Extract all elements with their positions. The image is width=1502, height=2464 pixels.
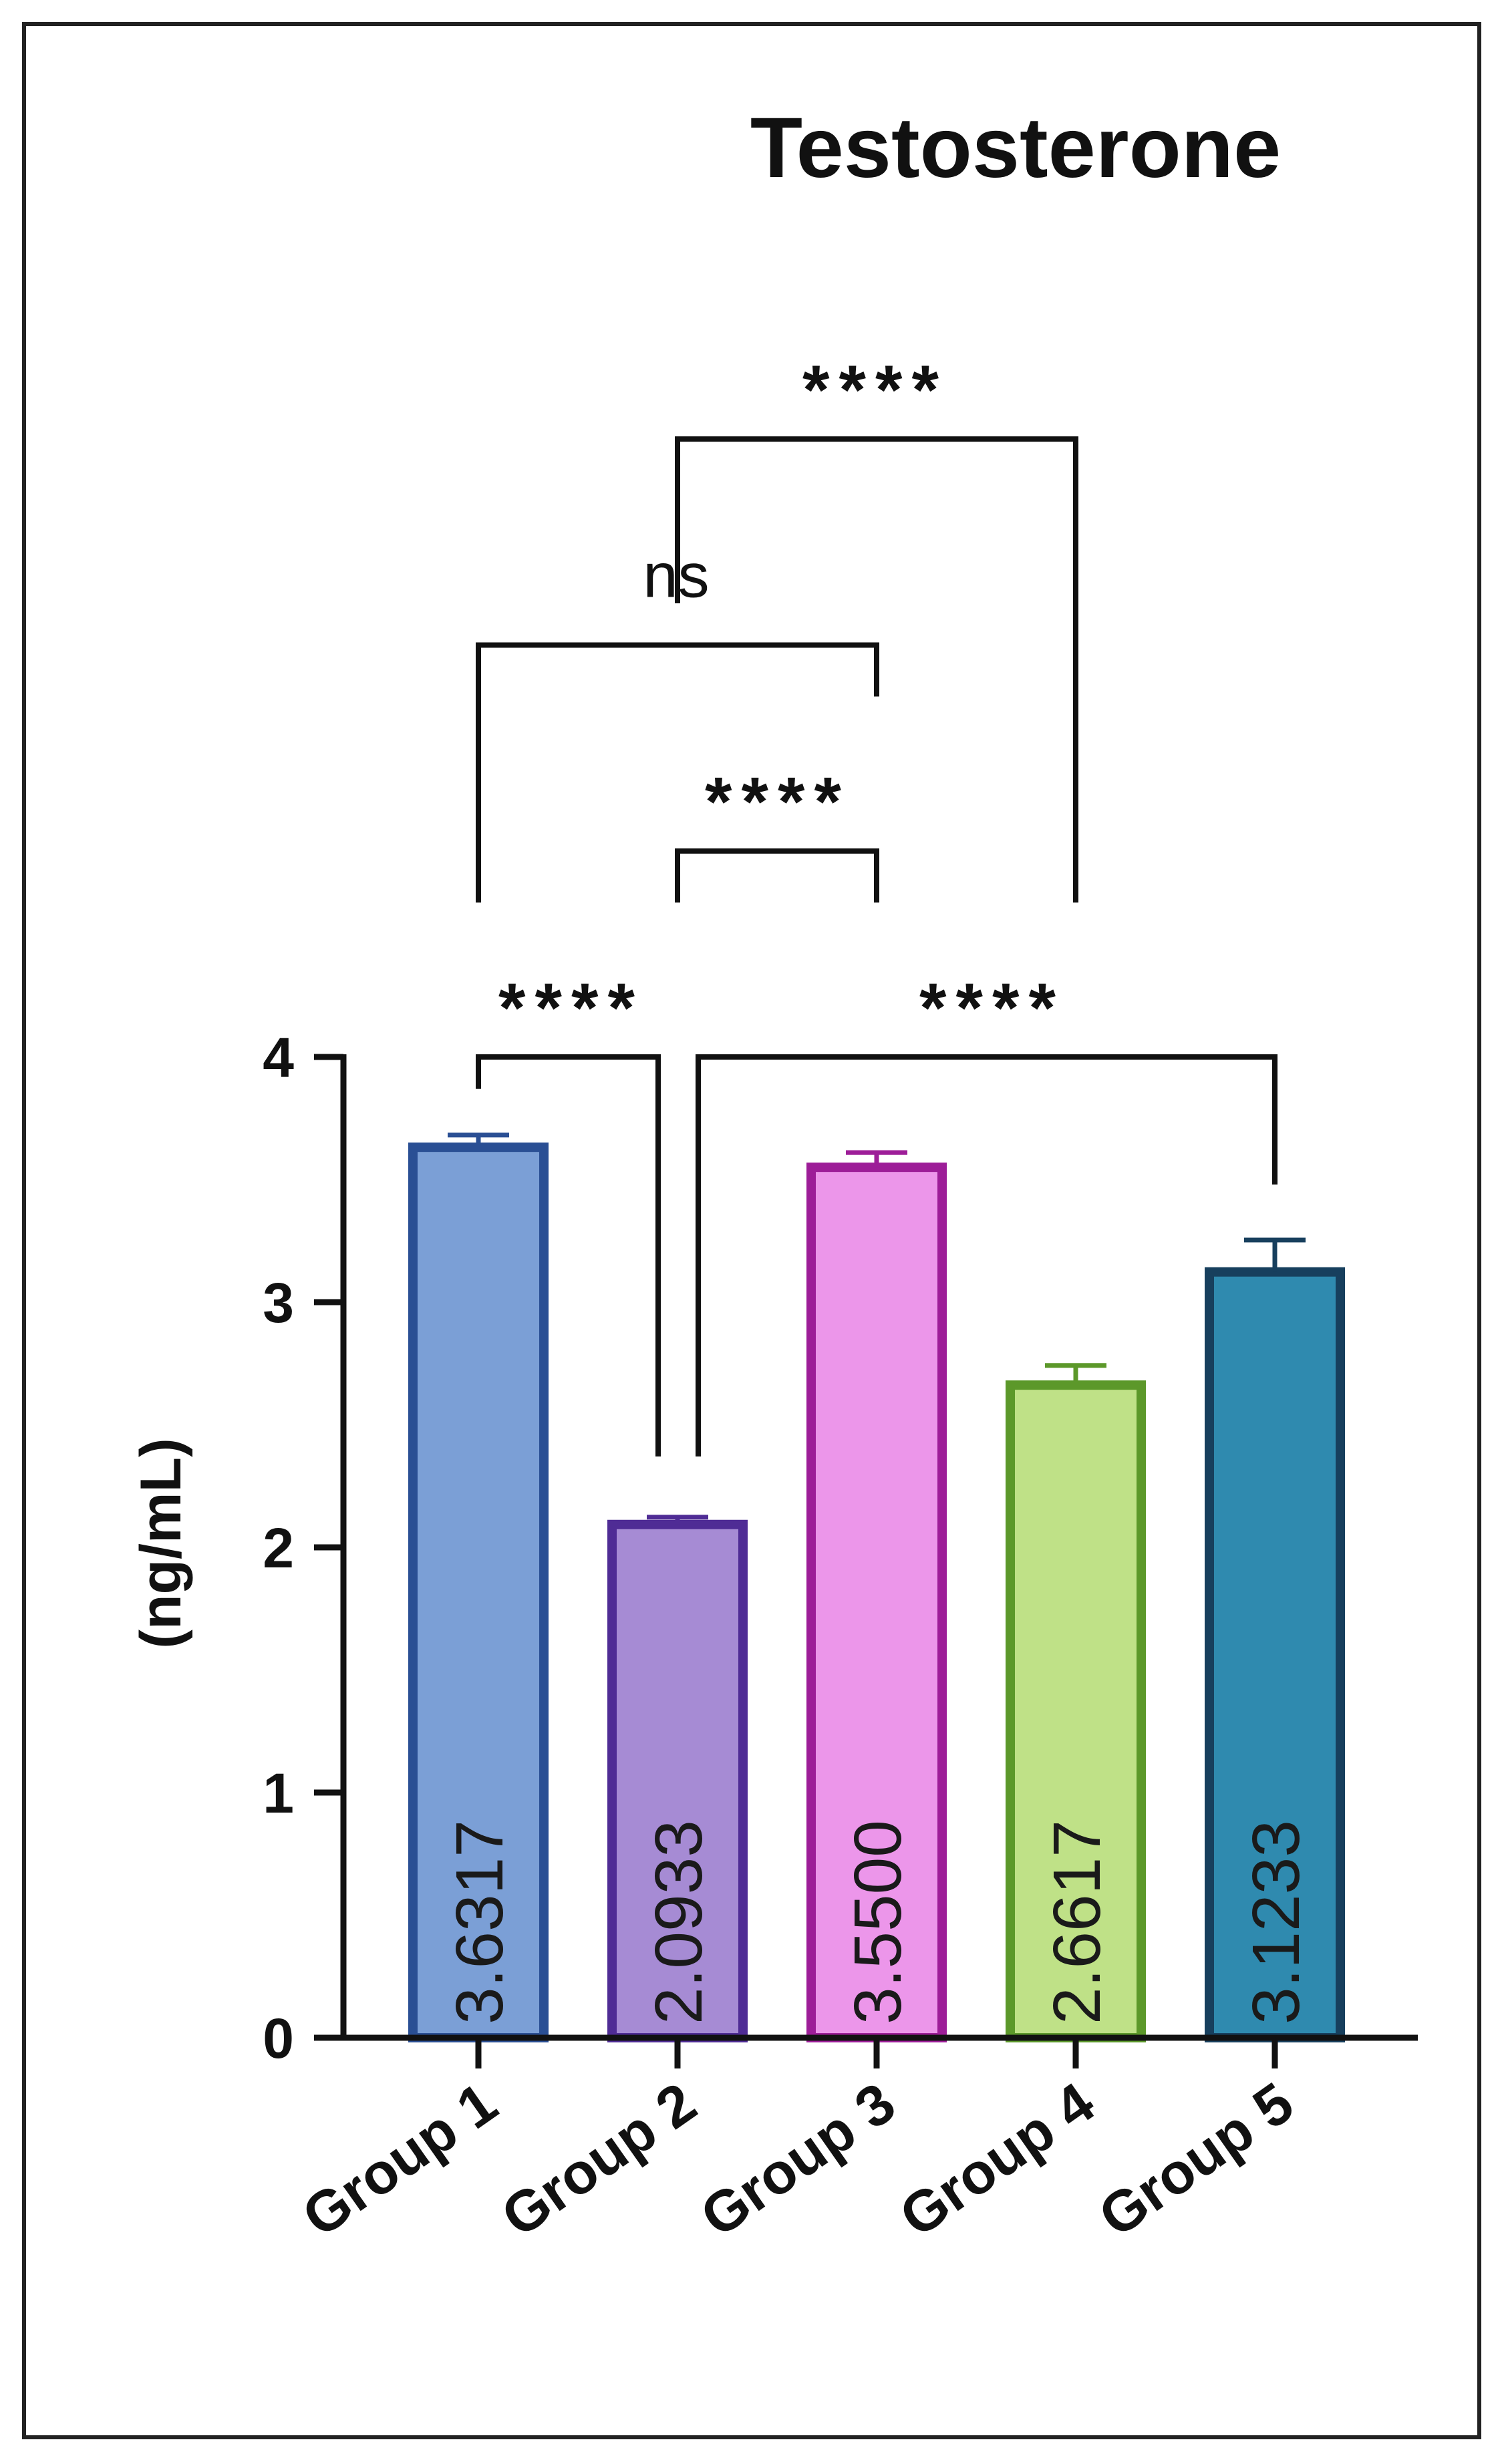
data-label-group-4: 2.6617 [1040,1820,1114,2024]
error-bar-group-1 [448,1132,509,1148]
bar-group-1 [408,1142,549,2042]
error-bar-group-4 [1045,1363,1106,1386]
data-label-group-2: 2.0933 [641,1820,716,2024]
axes: 0 1 2 3 4 [263,1026,1418,2070]
data-label-group-3: 3.5500 [841,1820,915,2024]
error-bar-group-5 [1244,1237,1306,1272]
significance-bracket-3: **** [675,764,879,903]
chart-title: Testosterone [750,100,1281,196]
significance-label-5: **** [802,351,948,429]
y-tick-label-3: 3 [263,1271,294,1334]
significance-label-2: **** [919,969,1065,1047]
error-bar-group-2 [647,1515,708,1525]
y-tick-label-2: 2 [263,1517,294,1579]
data-label-group-1: 3.6317 [442,1820,517,2024]
y-tick-label-4: 4 [263,1026,294,1089]
significance-bracket-5: **** [675,351,1078,903]
data-label-group-5: 3.1233 [1239,1820,1314,2024]
y-axis-label: (ng/mL) [129,1438,193,1648]
y-tick-label-0: 0 [263,2007,294,2070]
significance-bracket-1: **** [476,969,661,1456]
y-tick-label-1: 1 [263,1762,294,1825]
significance-label-1: **** [498,969,644,1047]
significance-bracket-2: **** [696,969,1278,1456]
error-bar-group-3 [846,1150,907,1168]
significance-brackets: **** ********ns**** [476,351,1278,1456]
significance-label-3: **** [705,764,851,841]
